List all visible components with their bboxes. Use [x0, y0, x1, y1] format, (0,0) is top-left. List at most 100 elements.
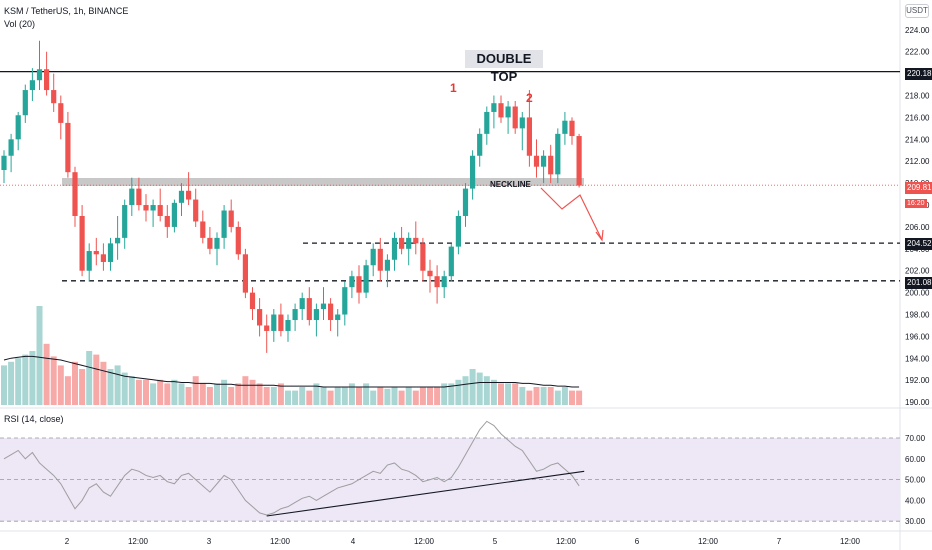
candle-body [548, 155, 554, 175]
volume-bar [512, 383, 519, 405]
volume-bar [199, 383, 206, 405]
volume-bar [483, 376, 490, 405]
rsi-indicator-label: RSI (14, close) [4, 414, 64, 424]
candle-body [93, 251, 99, 255]
volume-bar [299, 387, 306, 405]
volume-bar [412, 390, 419, 405]
candle-body [242, 254, 248, 293]
candle-body [477, 133, 483, 156]
peak-1-label: 1 [450, 81, 457, 95]
target1-price-label: 204.52 [905, 238, 932, 250]
candle-body [228, 210, 234, 227]
candle-body [143, 205, 149, 211]
candle-body [370, 248, 376, 266]
volume-bar [285, 390, 291, 405]
candle-body [178, 190, 185, 203]
volume-bar [540, 387, 547, 405]
volume-bar [114, 365, 121, 405]
volume-bar [576, 390, 583, 405]
candle-body [257, 309, 263, 326]
candle-body [115, 237, 121, 244]
volume-bar [476, 372, 483, 405]
time-tick-label: 12:00 [840, 537, 861, 546]
volume-bar [8, 361, 15, 405]
volume-bar [526, 390, 533, 405]
volume-bar [22, 354, 29, 405]
price-tick-label: 212.00 [905, 157, 930, 166]
candle-body [157, 205, 163, 216]
candle-body [391, 237, 398, 260]
volume-bar [391, 387, 398, 405]
candle-body [58, 103, 64, 123]
currency-button[interactable]: USDT [905, 4, 929, 18]
candle-body [349, 276, 355, 288]
price-tick-label: 206.00 [905, 223, 930, 232]
time-tick-label: 5 [493, 537, 498, 546]
candle-body [328, 303, 334, 321]
candle-body [72, 172, 78, 216]
volume-bar [427, 387, 433, 405]
volume-bar [86, 351, 93, 405]
volume-bar [79, 369, 86, 405]
candle-body [363, 265, 369, 293]
volume-bar [320, 387, 327, 405]
target2-price-label: 201.08 [905, 277, 932, 289]
volume-ma-line [3, 355, 580, 388]
volume-bar [164, 383, 171, 405]
candle-body [420, 243, 426, 271]
volume-bar [405, 387, 412, 405]
volume-bar [135, 379, 142, 405]
volume-bar [498, 383, 504, 405]
candle-body [484, 111, 490, 134]
candle-body [335, 314, 341, 321]
volume-bar [235, 383, 242, 405]
candle-body [342, 287, 348, 315]
volume-bar [206, 387, 213, 405]
candle-body [107, 243, 114, 262]
price-tick-label: 192.00 [905, 376, 930, 385]
volume-bar [341, 387, 348, 405]
candle-body [1, 155, 7, 170]
candle-body [541, 155, 547, 167]
time-tick-label: 7 [777, 537, 782, 546]
candle-body [271, 314, 277, 331]
candle-body [29, 80, 35, 91]
time-tick-label: 4 [351, 537, 356, 546]
pattern-title: DOUBLE TOP [465, 50, 543, 84]
candle-body [526, 117, 532, 156]
volume-bar [306, 390, 313, 405]
volume-bar [377, 387, 384, 405]
candle-body [434, 276, 440, 288]
candle-body [441, 276, 447, 288]
volume-bar [505, 383, 512, 405]
volume-bar [72, 361, 78, 405]
time-tick-label: 12:00 [698, 537, 719, 546]
candle-body [207, 237, 213, 249]
projection-arrow [540, 187, 603, 241]
volume-bar [533, 387, 540, 405]
volume-bar [214, 383, 220, 405]
volume-bar [434, 387, 441, 405]
candle-body [214, 237, 220, 249]
volume-indicator-label: Vol (20) [4, 19, 36, 29]
volume-bar [29, 351, 36, 405]
rsi-tick-label: 40.00 [905, 496, 926, 505]
candle-body [278, 314, 284, 331]
rsi-trendline [266, 470, 585, 517]
volume-bar [150, 383, 157, 405]
candle-body [79, 215, 85, 271]
volume-bar [455, 379, 462, 405]
candle-body [512, 106, 518, 129]
price-tick-label: 198.00 [905, 311, 930, 320]
price-tick-label: 218.00 [905, 92, 930, 101]
current-price-label: 209.81 [905, 182, 932, 194]
candle-body [100, 254, 106, 262]
price-tick-label: 216.00 [905, 113, 930, 122]
volume-bar [547, 387, 554, 405]
candle-body [562, 120, 568, 134]
price-tick-label: 200.00 [905, 289, 930, 298]
volume-bar [441, 383, 448, 405]
candle-body [122, 205, 128, 238]
volume-bar [157, 379, 164, 405]
